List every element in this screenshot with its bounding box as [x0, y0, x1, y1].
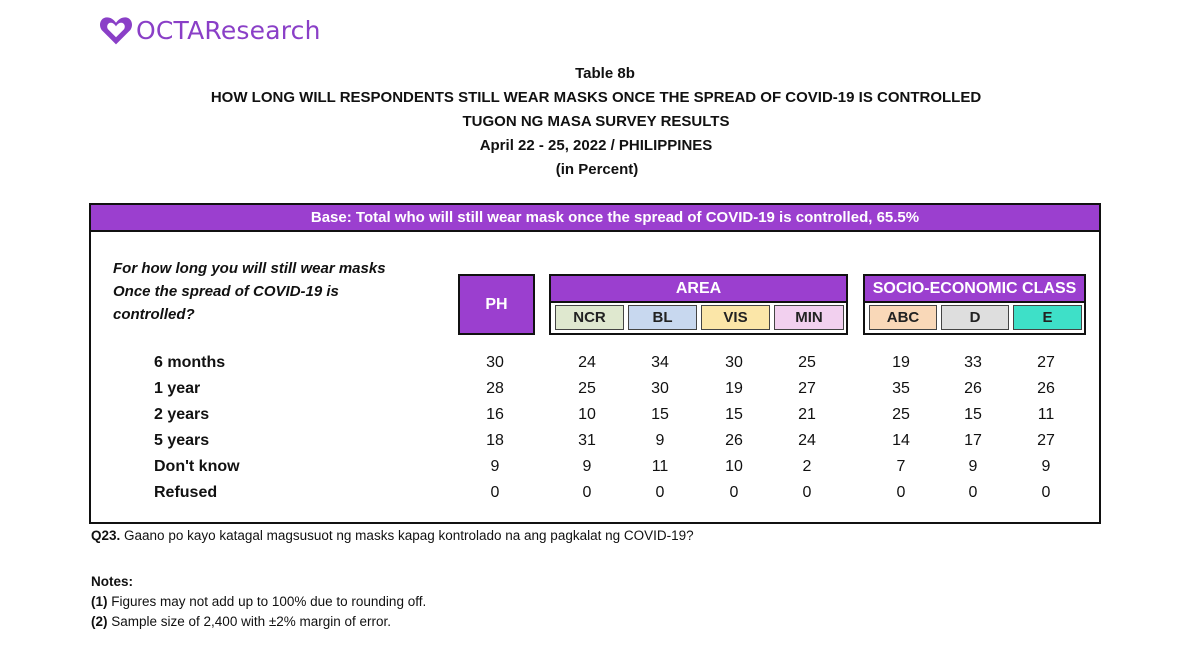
- question-tagalog: Gaano po kayo katagal magsusuot ng masks…: [120, 528, 694, 543]
- table-row: Don't know 9 9 11 10 2 7 9 9: [91, 454, 1099, 480]
- table-cell: 9: [968, 458, 978, 475]
- header-area-group: AREA NCR BL VIS MIN: [549, 274, 848, 335]
- table-cell: 24: [798, 432, 816, 449]
- table-cell: 27: [1037, 432, 1055, 449]
- table-cell: 25: [578, 380, 596, 397]
- table-cell: 0: [490, 484, 500, 501]
- table-cell: 11: [1037, 406, 1055, 423]
- question-footnote: Q23. Gaano po kayo katagal magsusuot ng …: [91, 528, 694, 543]
- row-label: 1 year: [154, 380, 201, 397]
- row-label: 2 years: [154, 406, 210, 423]
- table-row: 1 year 28 25 30 19 27 35 26 26: [91, 376, 1099, 402]
- notes: Notes: (1) Figures may not add up to 100…: [91, 572, 426, 632]
- table-cell: 0: [802, 484, 812, 501]
- header-e: E: [1013, 305, 1082, 330]
- table-row: 5 years 18 31 9 26 24 14 17 27: [91, 428, 1099, 454]
- survey-name: TUGON NG MASA SURVEY RESULTS: [462, 113, 730, 130]
- note-item: (1) Figures may not add up to 100% due t…: [91, 594, 427, 609]
- table-cell: 9: [655, 432, 665, 449]
- table-cell: 16: [486, 406, 504, 423]
- header-vis: VIS: [701, 305, 770, 330]
- table-cell: 25: [798, 354, 816, 371]
- table-cell: 21: [798, 406, 816, 423]
- table-cell: 10: [725, 458, 743, 475]
- table-cell: 15: [725, 406, 743, 423]
- table-cell: 19: [892, 354, 910, 371]
- table-cell: 0: [1041, 484, 1051, 501]
- row-label: Refused: [154, 484, 218, 501]
- table-cell: 17: [964, 432, 982, 449]
- table-cell: 26: [725, 432, 743, 449]
- octa-logo: OCTAResearch: [98, 12, 321, 48]
- table-cell: 30: [486, 354, 504, 371]
- table-cell: 28: [486, 380, 504, 397]
- table-cell: 34: [651, 354, 669, 371]
- header-ph: PH: [458, 274, 535, 335]
- notes-title: Notes:: [91, 574, 134, 589]
- table-cell: 0: [582, 484, 592, 501]
- table-cell: 0: [968, 484, 978, 501]
- table-cell: 10: [578, 406, 596, 423]
- row-label: 5 years: [154, 432, 210, 449]
- table-cell: 7: [896, 458, 906, 475]
- table-cell: 24: [578, 354, 596, 371]
- question-line: controlled?: [113, 306, 195, 323]
- header-sec-group: SOCIO-ECONOMIC CLASS ABC D E: [863, 274, 1086, 335]
- table-cell: 35: [892, 380, 910, 397]
- survey-date: April 22 - 25, 2022 / PHILIPPINES: [479, 137, 713, 154]
- question-code: Q23.: [91, 528, 121, 543]
- table-cell: 9: [582, 458, 592, 475]
- row-label: Don't know: [154, 458, 240, 475]
- table-cell: 33: [964, 354, 982, 371]
- header-min: MIN: [774, 305, 844, 330]
- table-row: Refused 0 0 0 0 0 0 0 0: [91, 480, 1099, 506]
- table-cell: 19: [725, 380, 743, 397]
- table-cell: 15: [651, 406, 669, 423]
- note-item: (2) Sample size of 2,400 with ±2% margin…: [91, 614, 392, 629]
- table-cell: 15: [964, 406, 982, 423]
- table-cell: 30: [725, 354, 743, 371]
- results-table: Base: Total who will still wear mask onc…: [89, 203, 1101, 524]
- question-line: For how long you will still wear masks: [113, 260, 386, 277]
- table-title: HOW LONG WILL RESPONDENTS STILL WEAR MAS…: [210, 89, 982, 106]
- table-cell: 9: [1041, 458, 1051, 475]
- table-cell: 27: [1037, 354, 1055, 371]
- table-cell: 25: [892, 406, 910, 423]
- question-text: For how long you will still wear masks O…: [113, 257, 433, 326]
- table-number: Table 8b: [575, 65, 635, 82]
- table-cell: 2: [802, 458, 812, 475]
- table-row: 6 months 30 24 34 30 25 19 33 27: [91, 350, 1099, 376]
- header-abc: ABC: [869, 305, 937, 330]
- unit-note: (in Percent): [555, 161, 639, 178]
- table-cell: 18: [486, 432, 504, 449]
- octa-heart-icon: [99, 17, 133, 45]
- row-label: 6 months: [154, 354, 226, 371]
- question-line: Once the spread of COVID-19 is: [113, 283, 339, 300]
- header-ncr: NCR: [555, 305, 624, 330]
- table-cell: 26: [1037, 380, 1055, 397]
- table-cell: 0: [655, 484, 665, 501]
- table-cell: 9: [490, 458, 500, 475]
- sec-label: SOCIO-ECONOMIC CLASS: [865, 276, 1084, 303]
- table-cell: 0: [729, 484, 739, 501]
- table-cell: 14: [892, 432, 910, 449]
- table-titles: Table 8b HOW LONG WILL RESPONDENTS STILL…: [0, 62, 1192, 182]
- table-row: 2 years 16 10 15 15 21 25 15 11: [91, 402, 1099, 428]
- table-cell: 30: [651, 380, 669, 397]
- table-cell: 0: [896, 484, 906, 501]
- table-cell: 11: [651, 458, 669, 475]
- header-bl: BL: [628, 305, 697, 330]
- logo-text: OCTAResearch: [136, 15, 321, 45]
- area-label: AREA: [551, 276, 846, 303]
- header-d: D: [941, 305, 1009, 330]
- table-cell: 27: [798, 380, 816, 397]
- table-cell: 31: [578, 432, 596, 449]
- table-cell: 26: [964, 380, 982, 397]
- base-bar: Base: Total who will still wear mask onc…: [91, 205, 1099, 232]
